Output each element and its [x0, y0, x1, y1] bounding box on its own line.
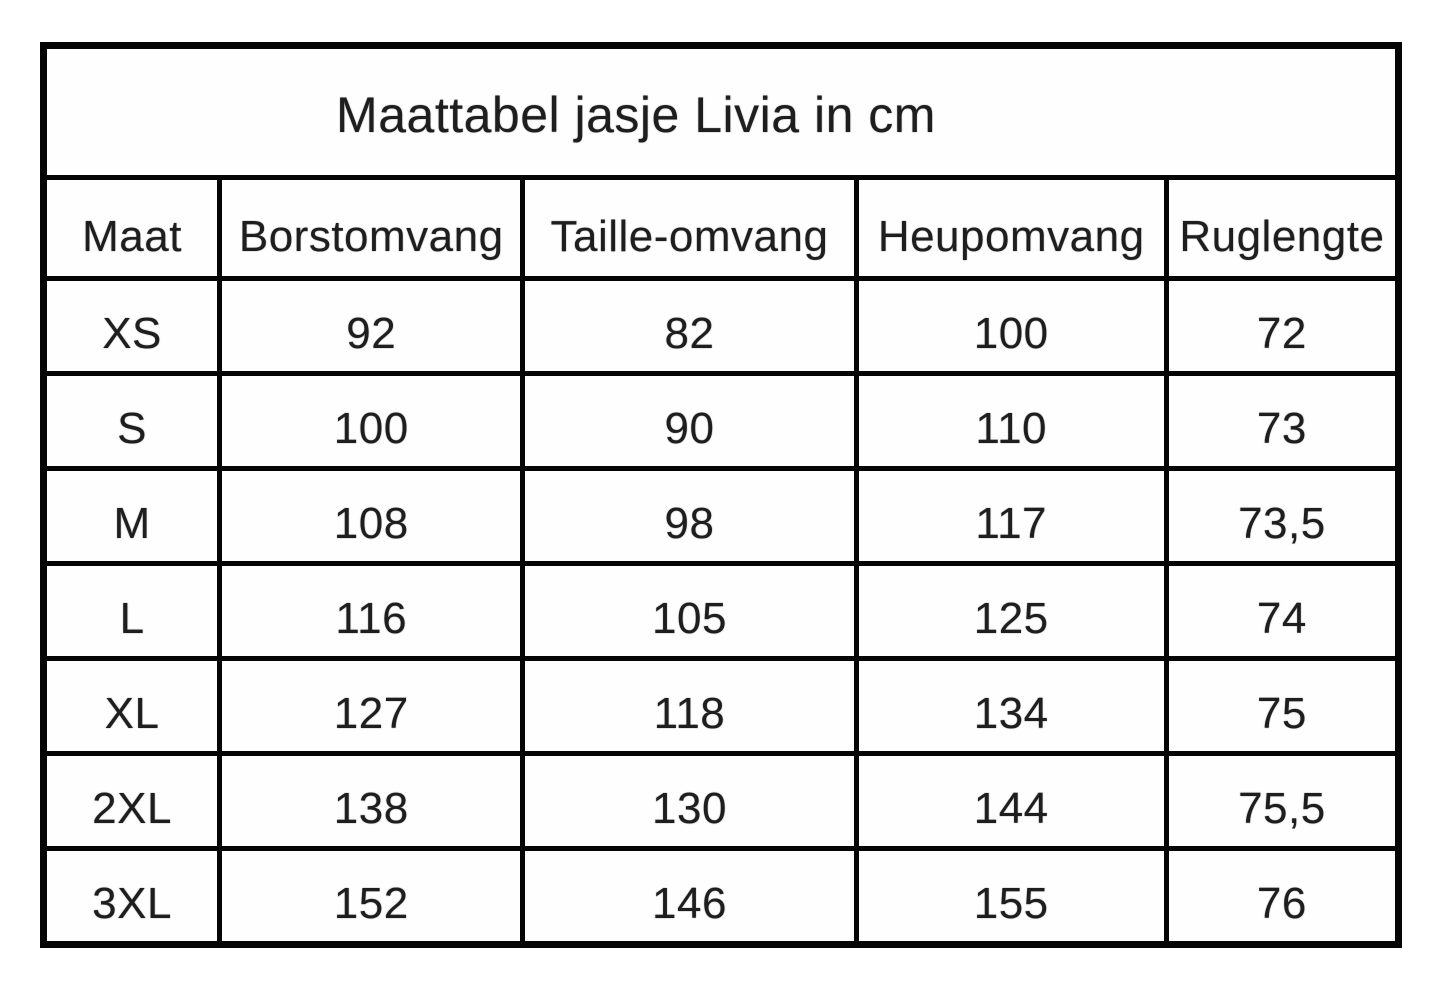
- measurement-cell: 98: [520, 466, 859, 566]
- measurement-cell: 118: [520, 656, 859, 756]
- measurement-cell: 90: [520, 371, 859, 471]
- measurement-cell: 100: [217, 371, 526, 471]
- measurement-cell: 75,5: [1163, 751, 1402, 851]
- measurement-cell: 146: [520, 846, 859, 947]
- measurement-cell: 92: [217, 276, 526, 376]
- measurement-cell: 105: [520, 561, 859, 661]
- column-header-taille-omvang: Taille-omvang: [520, 175, 859, 281]
- measurement-cell: 75: [1163, 656, 1402, 756]
- measurement-cell: 138: [217, 751, 526, 851]
- table-row-xl: XL 127 118 134 75: [40, 656, 1402, 756]
- measurement-cell: 144: [853, 751, 1169, 851]
- measurement-cell: 134: [853, 656, 1169, 756]
- table-row-xs: XS 92 82 100 72: [40, 276, 1402, 376]
- measurement-cell: 73,5: [1163, 466, 1402, 566]
- table-row-3xl: 3XL 152 146 155 76: [40, 846, 1402, 947]
- table-row-2xl: 2XL 138 130 144 75,5: [40, 751, 1402, 851]
- size-cell: M: [40, 466, 223, 566]
- measurement-cell: 82: [520, 276, 859, 376]
- table-title-row: Maattabel jasje Livia in cm: [41, 43, 1401, 180]
- measurement-cell: 110: [853, 371, 1169, 471]
- column-header-borstomvang: Borstomvang: [217, 175, 526, 281]
- measurement-cell: 116: [217, 561, 526, 661]
- measurement-cell: 108: [217, 466, 526, 566]
- table-row-s: S 100 90 110 73: [40, 371, 1402, 471]
- measurement-cell: 130: [520, 751, 859, 851]
- size-table: Maattabel jasje Livia in cm Maat Borstom…: [40, 42, 1402, 948]
- table-title: Maattabel jasje Livia in cm: [41, 43, 1401, 180]
- measurement-cell: 127: [217, 656, 526, 756]
- measurement-cell: 117: [853, 466, 1169, 566]
- measurement-cell: 74: [1163, 561, 1402, 661]
- measurement-cell: 72: [1163, 276, 1402, 376]
- table-row-l: L 116 105 125 74: [40, 561, 1402, 661]
- measurement-cell: 73: [1163, 371, 1402, 471]
- table-row-m: M 108 98 117 73,5: [40, 466, 1402, 566]
- size-cell: 2XL: [40, 751, 223, 851]
- measurement-cell: 155: [853, 846, 1169, 947]
- size-cell: S: [40, 371, 223, 471]
- column-header-ruglengte: Ruglengte: [1163, 175, 1402, 281]
- measurement-cell: 152: [217, 846, 526, 947]
- measurement-cell: 125: [853, 561, 1169, 661]
- column-header-maat: Maat: [40, 175, 223, 281]
- size-cell: L: [40, 561, 223, 661]
- size-cell: XL: [40, 656, 223, 756]
- size-cell: 3XL: [40, 846, 223, 947]
- column-header-heupomvang: Heupomvang: [853, 175, 1169, 281]
- table-header-row: Maat Borstomvang Taille-omvang Heupomvan…: [40, 175, 1402, 281]
- measurement-cell: 76: [1163, 846, 1402, 947]
- size-cell: XS: [40, 276, 223, 376]
- measurement-cell: 100: [853, 276, 1169, 376]
